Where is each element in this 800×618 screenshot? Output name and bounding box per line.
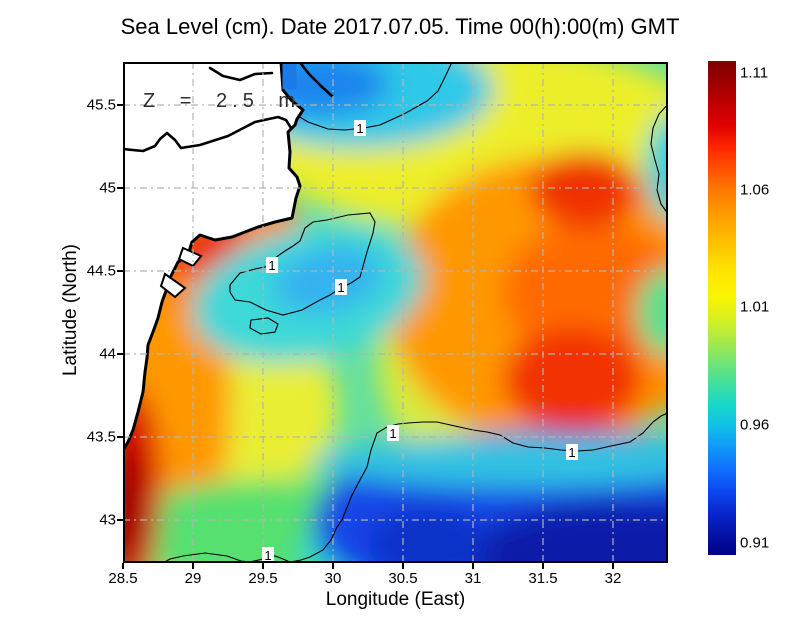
colorbar-tick-label: 1.11 <box>740 64 769 82</box>
x-tick-label: 31.5 <box>528 570 558 587</box>
contour-line <box>294 62 453 131</box>
delta-spit <box>159 272 187 299</box>
colorbar-tick-label: 0.91 <box>740 534 770 552</box>
figure-title: Sea Level (cm). Date 2017.07.05. Time 00… <box>120 14 680 39</box>
y-tick-label: 43 <box>99 511 116 529</box>
x-tick-label: 28.5 <box>108 570 138 587</box>
contour-label-box <box>335 279 347 295</box>
y-tick-label: 45.5 <box>86 96 116 114</box>
colorbar-tick-label: 1.06 <box>740 181 770 199</box>
x-tick-mark <box>402 563 404 569</box>
y-tick-mark <box>117 270 123 272</box>
map-svg: 1 1 1 1 1 1 <box>123 62 668 563</box>
contour-line <box>650 103 668 215</box>
y-tick-mark <box>117 353 123 355</box>
y-tick-mark <box>117 104 123 106</box>
x-tick-label: 29 <box>184 570 202 587</box>
y-tick-label: 45 <box>99 179 116 197</box>
contour-line <box>229 212 376 316</box>
y-tick-label: 44 <box>99 345 116 363</box>
y-tick-mark <box>117 519 123 521</box>
contour-label-box <box>354 120 366 136</box>
x-tick-label: 30.5 <box>388 570 418 587</box>
river-line <box>297 62 334 98</box>
coastline-land <box>123 62 305 452</box>
contour-label-box <box>566 444 578 460</box>
estuary-patch <box>282 64 297 89</box>
contour-label-box <box>387 425 399 441</box>
river-line <box>208 66 274 82</box>
x-tick-mark <box>192 563 194 569</box>
x-tick-mark <box>542 563 544 569</box>
colorbar-tick-label: 1.01 <box>740 298 770 316</box>
x-tick-mark <box>122 563 124 569</box>
contour-label: 1 <box>568 445 575 460</box>
x-tick-label: 29.5 <box>248 570 278 587</box>
depth-annotation: Z = 2.5 m <box>143 90 301 112</box>
colorbar <box>708 61 736 555</box>
y-tick-label: 44.5 <box>86 262 116 280</box>
y-tick-mark <box>117 187 123 189</box>
contour-label: 1 <box>268 258 275 273</box>
contour-label: 1 <box>264 548 271 563</box>
contour-line <box>249 317 279 335</box>
x-tick-mark <box>262 563 264 569</box>
contour-label: 1 <box>337 280 344 295</box>
contour-label-box <box>262 547 274 563</box>
x-tick-mark <box>612 563 614 569</box>
x-tick-label: 30 <box>324 570 342 587</box>
contour-label-box <box>266 257 278 273</box>
y-tick-mark <box>117 436 123 438</box>
x-tick-mark <box>332 563 334 569</box>
x-tick-label: 31 <box>464 570 482 587</box>
x-tick-mark <box>472 563 474 569</box>
contour-label: 1 <box>389 426 396 441</box>
colorbar-tick-label: 0.96 <box>740 416 770 434</box>
x-tick-label: 32 <box>604 570 622 587</box>
map-plot: 1 1 1 1 1 1 Z = 2.5 m <box>123 62 668 563</box>
contour-label: 1 <box>356 121 363 136</box>
x-axis-title: Longitude (East) <box>325 589 466 610</box>
y-tick-label: 43.5 <box>86 428 116 446</box>
river-line <box>123 115 293 153</box>
plot-frame <box>123 62 668 563</box>
